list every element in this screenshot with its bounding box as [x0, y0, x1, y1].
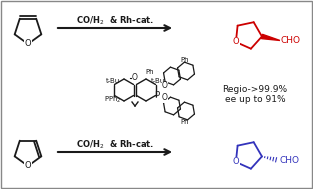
- Text: PPh$_2$: PPh$_2$: [104, 95, 122, 105]
- Text: CHO: CHO: [281, 36, 301, 45]
- Text: t-Bu: t-Bu: [106, 78, 120, 84]
- Text: O: O: [162, 94, 168, 102]
- Text: Ph: Ph: [146, 69, 154, 75]
- Text: P: P: [154, 91, 160, 99]
- Text: O: O: [233, 37, 239, 46]
- Text: CO/H$_2$  & Rh-cat.: CO/H$_2$ & Rh-cat.: [76, 139, 154, 151]
- Text: t-Bu: t-Bu: [151, 78, 165, 84]
- Text: O: O: [25, 40, 31, 49]
- Text: O: O: [233, 157, 239, 167]
- Text: CHO: CHO: [280, 156, 300, 165]
- Text: O: O: [25, 161, 31, 170]
- Text: Ph: Ph: [181, 57, 189, 63]
- Text: ee up to 91%: ee up to 91%: [225, 95, 285, 105]
- Text: Ph: Ph: [181, 119, 189, 125]
- Text: Regio->99.9%: Regio->99.9%: [223, 85, 288, 94]
- Text: O: O: [132, 74, 138, 83]
- Text: CO/H$_2$  & Rh-cat.: CO/H$_2$ & Rh-cat.: [76, 15, 154, 27]
- Polygon shape: [261, 34, 280, 40]
- Text: O: O: [162, 81, 168, 91]
